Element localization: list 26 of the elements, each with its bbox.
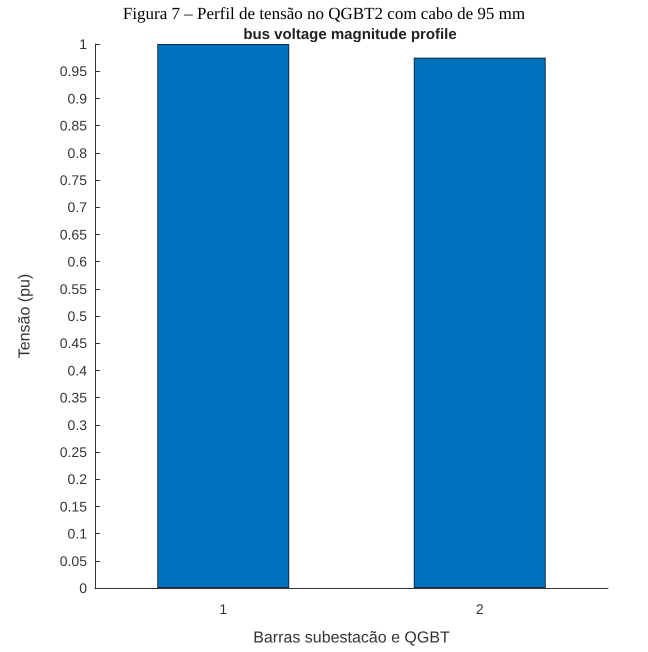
y-tick-label: 0.7 <box>68 199 88 216</box>
y-tick-label: 0.25 <box>60 444 88 460</box>
y-tick-label: 0.4 <box>68 362 88 378</box>
y-tick-label: 0.55 <box>60 280 88 297</box>
y-tick-label: 0.1 <box>68 526 88 542</box>
y-tick-label: 0.65 <box>60 226 88 242</box>
x-tick-label: 2 <box>476 601 484 617</box>
y-tick-label: 0.85 <box>60 118 88 134</box>
y-tick-label: 0.3 <box>68 416 88 433</box>
chart-subtitle: bus voltage magnitude profile <box>243 26 457 43</box>
y-tick-label: 0.75 <box>60 172 88 188</box>
x-axis-title: Barras subestacão e QGBT <box>253 630 450 646</box>
y-tick-label: 0.05 <box>60 552 88 569</box>
y-tick-label: 1 <box>79 36 88 52</box>
y-tick-label: 0.45 <box>60 335 88 352</box>
y-axis-title: Tensão (pu) <box>16 274 34 358</box>
y-tick-label: 0.9 <box>68 90 88 106</box>
y-tick-label: 0.95 <box>60 63 88 80</box>
y-tick-label: 0.15 <box>60 498 88 514</box>
y-tick-label: 0 <box>79 580 88 596</box>
chart-title: Figura 7 – Perfil de tensão no QGBT2 com cabo de 95 mm <box>122 4 526 23</box>
y-tick-label: 0.5 <box>68 308 88 324</box>
y-tick-label: 0.35 <box>60 390 88 406</box>
y-tick-label: 0.6 <box>68 254 88 270</box>
y-tick-label: 0.2 <box>68 471 88 488</box>
y-tick-label: 0.8 <box>68 144 88 161</box>
